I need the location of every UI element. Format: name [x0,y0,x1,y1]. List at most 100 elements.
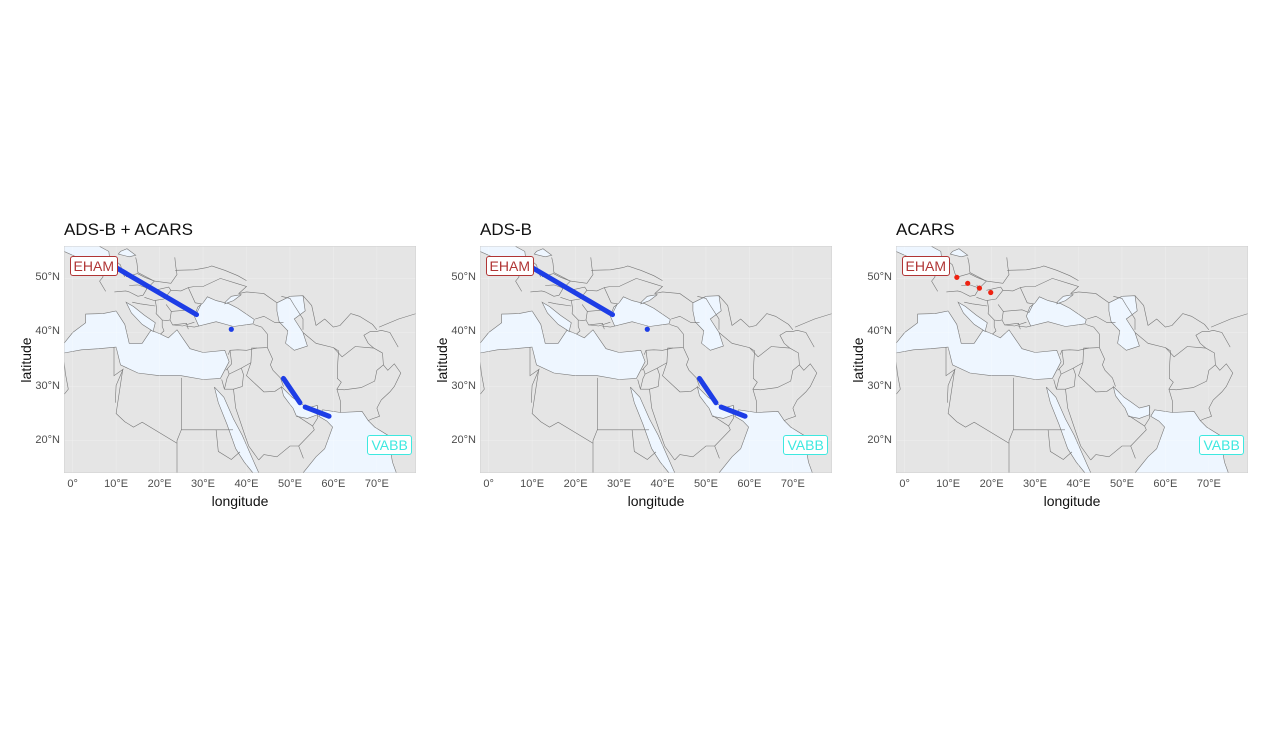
border-line [551,257,594,284]
water-body [640,294,658,305]
border-line [1057,350,1065,371]
country-borders [64,257,416,473]
y-tick-label: 40°N [35,325,60,338]
border-line [221,379,225,390]
border-line [581,287,618,313]
border-line [542,273,571,289]
y-tick-label: 50°N [867,271,892,284]
water-body [541,301,572,332]
x-tick-label: 20°E [563,478,588,490]
border-line [571,300,587,321]
water-body [214,386,260,473]
x-tick-label: 60°E [321,478,346,490]
border-line [1060,324,1100,355]
border-line [637,379,641,390]
border-line [225,350,233,371]
map-canvas [64,246,416,473]
plot-border [480,246,832,473]
border-line [238,291,278,304]
water-body [610,296,671,327]
x-tick-label: 30°E [607,478,632,490]
water-body [117,248,137,258]
border-line [1099,347,1116,387]
x-tick-label: 10°E [520,478,545,490]
adsb-segment [280,375,303,406]
border-line [649,389,675,461]
border-line [378,313,416,328]
border-line [255,315,284,323]
adsb-track [529,265,748,419]
border-line [662,362,698,393]
border-line [674,445,720,461]
border-line [258,445,304,461]
map-plot[interactable]: EHAM VABB [480,246,832,473]
border-line [302,295,317,326]
water-body [224,294,242,305]
plot-border [896,246,1248,473]
x-tick-label: 20°E [147,478,172,490]
border-line [1020,278,1080,294]
border-line [267,347,284,387]
graticule [64,246,416,473]
panel-title: ADS-B [480,220,532,239]
border-line [643,347,673,375]
border-line [712,415,731,447]
water-body [718,409,813,473]
border-line [697,296,720,330]
border-line [976,286,1004,301]
acars-point [965,280,971,286]
adsb-track [113,265,332,419]
border-line [683,347,700,387]
border-line [1004,322,1021,330]
x-tick-label: 0° [483,478,494,490]
water-body [1112,385,1151,419]
x-axis-label: longitude [627,493,685,509]
border-line [1008,429,1014,473]
y-tick-label: 20°N [35,433,60,446]
border-line [1165,346,1216,391]
x-tick-label: 70°E [780,478,805,490]
acars-point [954,274,960,280]
border-line [1007,265,1079,281]
border-line [1013,377,1065,431]
y-tick-label: 30°N [35,379,60,392]
border-line [1017,325,1031,328]
border-line [640,373,646,390]
border-line [126,273,155,289]
border-line [597,377,649,431]
x-tick-label: 40°E [1066,478,1091,490]
map-plot[interactable]: EHAM VABB [64,246,416,473]
x-tick-label: 50°E [1109,478,1134,490]
adsb-segment [113,265,200,318]
y-tick-label: 40°N [451,325,476,338]
y-tick-label: 40°N [867,325,892,338]
border-line [1134,332,1174,413]
panel-acars: ACARS EHAM VABB latitude longitude 0° 10°E… [848,210,1258,510]
border-line [246,362,282,393]
x-axis-label: longitude [211,493,269,509]
border-line [529,347,540,403]
origin-airport-label: EHAM [901,255,950,276]
acars-points [954,274,994,296]
border-line [176,429,182,473]
y-tick-label: 50°N [451,271,476,284]
graticule [480,246,832,473]
panel-adsb-acars: ADS-B + ACARS EHAM VABB latitude longitud… [16,210,426,510]
x-tick-label: 20°E [979,478,1004,490]
border-line [188,278,248,294]
water-body [1056,294,1074,305]
border-line [945,347,956,403]
map-plot[interactable]: EHAM VABB [896,246,1248,473]
x-tick-label: 30°E [1023,478,1048,490]
border-line [531,369,594,444]
x-tick-label: 70°E [364,478,389,490]
border-line [144,286,172,301]
water-body [896,310,1062,380]
border-line [175,265,247,281]
x-tick-label: 60°E [737,478,762,490]
border-line [604,278,664,294]
destination-airport-label: VABB [783,435,828,456]
border-line [530,284,563,297]
border-line [654,291,694,304]
border-line [1128,415,1147,447]
